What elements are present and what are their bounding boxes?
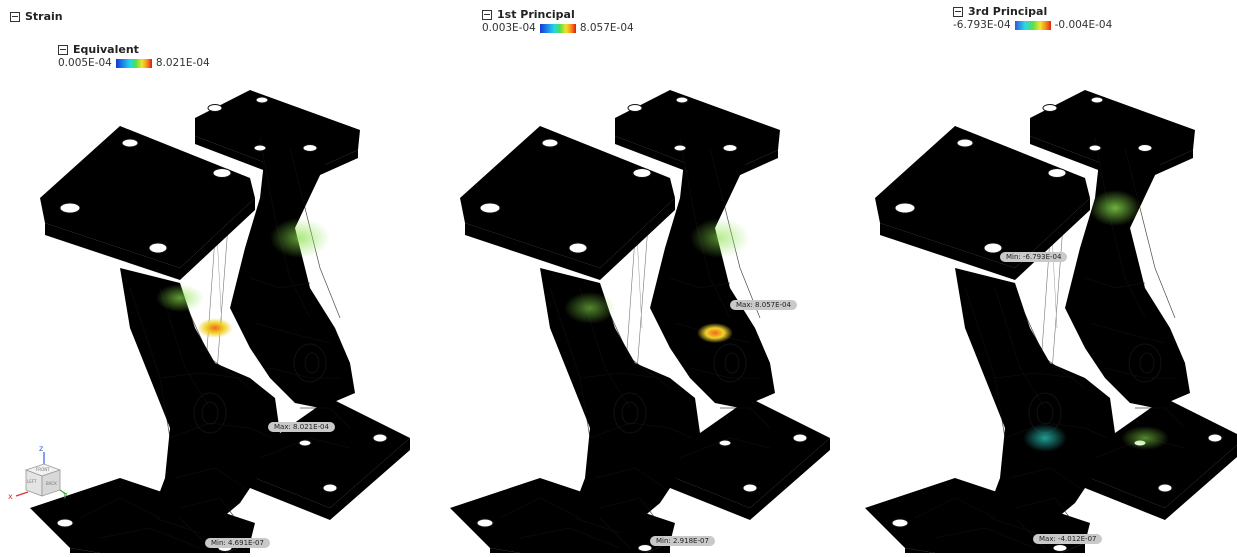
color-scale-bar [1014, 20, 1051, 30]
max-probe-label[interactable]: Max: 8.057E-04 [730, 300, 797, 310]
strain-legend: Strain [10, 10, 63, 23]
min-probe-label[interactable]: Min: -6.793E-04 [1000, 252, 1068, 262]
viewcube-icon[interactable] [8, 448, 68, 508]
first-principal-min: 0.003E-04 [482, 22, 536, 34]
equivalent-model: .p1 .bodyA{fill:url(#gBodyA);stroke:#111… [29, 89, 411, 557]
first-principal-max: 8.057E-04 [579, 22, 634, 34]
equivalent-strain-view[interactable]: .p1 .bodyA{fill:url(#gBodyA);stroke:#111… [10, 78, 411, 557]
equivalent-legend: Equivalent 0.005E-04 8.021E-04 [58, 43, 210, 69]
max-probe-label[interactable]: Max: 8.021E-04 [268, 422, 335, 432]
collapse-icon[interactable] [58, 44, 68, 55]
viewcube-front-face[interactable]: FRONT [36, 467, 50, 472]
third-principal-title: 3rd Principal [968, 5, 1048, 18]
first-principal-title: 1st Principal [497, 8, 575, 21]
axis-x-label: x [8, 492, 13, 501]
third-principal-legend: 3rd Principal -6.793E-04 -0.004E-04 [953, 5, 1112, 31]
first-principal-view[interactable]: .p2 .bodyA{fill:url(#gBodyA);stroke:#111… [430, 78, 831, 557]
min-probe-label[interactable]: Min: 4.691E-07 [205, 538, 270, 548]
collapse-icon[interactable] [482, 9, 492, 20]
third-principal-max: -0.004E-04 [1054, 19, 1113, 31]
viewcube-back-face[interactable]: BACK [46, 481, 57, 486]
equivalent-min: 0.005E-04 [58, 57, 112, 69]
third-principal-model: .p3 .bodyA{fill:url(#gOrangeBody);stroke… [864, 89, 1237, 557]
color-scale-bar [539, 23, 576, 33]
min-probe-label[interactable]: Min: 2.918E-07 [650, 536, 715, 546]
third-principal-min: -6.793E-04 [953, 19, 1011, 31]
viewcube[interactable]: z x y LEFT BACK FRONT [8, 444, 68, 508]
axis-z-label: z [39, 444, 44, 453]
viewcube-left-face[interactable]: LEFT [27, 479, 37, 484]
collapse-icon[interactable] [10, 11, 20, 22]
first-principal-legend: 1st Principal 0.003E-04 8.057E-04 [482, 8, 634, 34]
axis-y-label: y [63, 490, 68, 499]
max-probe-label[interactable]: Max: -4.012E-07 [1033, 534, 1103, 544]
equivalent-max: 8.021E-04 [155, 57, 210, 69]
equivalent-title: Equivalent [73, 43, 139, 56]
collapse-icon[interactable] [953, 6, 963, 17]
third-principal-view[interactable]: .p3 .bodyA{fill:url(#gOrangeBody);stroke… [845, 78, 1237, 557]
first-principal-model: .p2 .bodyA{fill:url(#gBodyA);stroke:#111… [449, 89, 831, 557]
strain-title: Strain [25, 10, 63, 23]
color-scale-bar [115, 58, 152, 68]
